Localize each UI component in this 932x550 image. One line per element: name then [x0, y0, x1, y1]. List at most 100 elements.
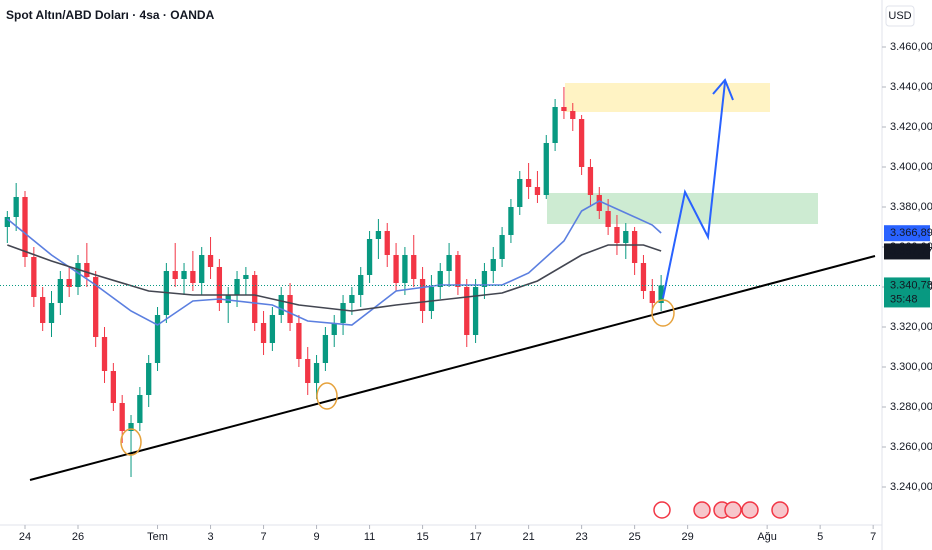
candle-body — [375, 231, 382, 239]
candle-body — [278, 295, 284, 315]
candle-body — [428, 287, 435, 311]
candle-body — [534, 187, 541, 195]
candle-body — [393, 255, 399, 283]
x-tick-label: 25 — [628, 531, 640, 543]
event-icon[interactable] — [771, 501, 789, 519]
y-tick-label: 3.380,000 — [890, 201, 932, 213]
candle-body — [340, 303, 346, 323]
price-tag-label: 3.357,778 — [890, 245, 932, 257]
x-tick-label: 7 — [260, 531, 266, 543]
countdown: 35:48 — [890, 293, 918, 305]
candle-body — [48, 303, 55, 323]
x-tick-label: 26 — [72, 531, 84, 543]
currency-button[interactable] — [885, 5, 915, 27]
trend-line — [29, 255, 876, 481]
y-tick-label: 3.420,000 — [890, 121, 932, 133]
candle-body — [190, 271, 196, 283]
x-tick-label: 5 — [817, 531, 823, 543]
price-tag — [884, 277, 930, 308]
candle-body — [243, 275, 249, 279]
candle-body — [552, 107, 558, 143]
plot-layer — [0, 87, 882, 477]
candle-body — [4, 217, 10, 227]
x-tick-label: Ağu — [757, 531, 777, 543]
candle-body — [384, 231, 390, 255]
x-tick-label: 3 — [207, 531, 213, 543]
x-tick-label: 7 — [870, 531, 876, 543]
candle-body — [631, 231, 638, 263]
candle-body — [13, 197, 19, 217]
x-tick-label: 15 — [416, 531, 428, 543]
swing-low-circle — [120, 428, 142, 456]
candle-body — [40, 297, 46, 323]
candle-body — [543, 143, 549, 195]
y-tick-label: 3.440,000 — [890, 81, 932, 93]
y-tick-label: 3.280,000 — [890, 401, 932, 413]
candle-body — [287, 295, 293, 323]
candle-body — [455, 255, 461, 287]
candle-body — [84, 263, 90, 277]
event-icon[interactable] — [724, 501, 742, 519]
candle-body — [110, 371, 117, 403]
candle-body — [508, 207, 514, 235]
x-tick-label: 23 — [575, 531, 587, 543]
price-tag-label: 3.340,780 — [890, 279, 932, 291]
price-tag — [884, 243, 930, 260]
candle-body — [366, 239, 373, 275]
y-tick-label: 3.260,000 — [890, 441, 932, 453]
candle-body — [623, 231, 629, 243]
candle-body — [499, 235, 505, 259]
candle-body — [472, 287, 479, 335]
candle-body — [578, 119, 585, 167]
candle-body — [525, 179, 532, 187]
event-icon[interactable] — [653, 501, 671, 519]
candle-body — [331, 323, 337, 335]
moving-average — [7, 244, 662, 312]
candle-body — [269, 315, 276, 343]
candle-body — [128, 423, 134, 431]
annotation-layer — [29, 78, 876, 519]
candle-body — [66, 279, 72, 287]
price-tag — [884, 225, 930, 242]
x-tick-label: 24 — [19, 531, 31, 543]
y-tick-label: 3.460,000 — [890, 41, 932, 53]
candle-body — [305, 359, 311, 383]
candle-body — [296, 323, 302, 359]
candle-body — [605, 211, 611, 227]
axis-layer: 3.460,000 3.440,000 3.420,000 3.400,000 3.38… — [19, 41, 932, 543]
candle-body — [313, 363, 320, 383]
currency-label: USD — [888, 10, 911, 22]
candle-body — [640, 263, 647, 291]
candle-body — [658, 285, 664, 303]
candle-body — [570, 111, 576, 119]
event-icon[interactable] — [693, 501, 711, 519]
projection-path — [662, 81, 726, 299]
candle-body — [481, 271, 488, 287]
candle-body — [419, 279, 426, 311]
candle-body — [349, 295, 355, 303]
candle-body — [146, 363, 152, 395]
candle-body — [93, 277, 99, 337]
swing-low-circle — [651, 299, 675, 327]
swing-low-circle — [316, 382, 338, 410]
candle-body — [181, 271, 187, 279]
candle-body — [199, 255, 205, 283]
candle-body — [137, 395, 143, 423]
candle-body — [154, 315, 161, 363]
candle-body — [402, 255, 408, 283]
candle-body — [75, 263, 81, 287]
candle-body — [225, 295, 231, 303]
x-tick-label: Tem — [147, 531, 168, 543]
candle-body — [252, 275, 258, 323]
candle-body — [119, 403, 125, 431]
candle-body — [649, 291, 655, 303]
candle-body — [22, 197, 28, 257]
y-tick-label: 3.240,000 — [890, 481, 932, 493]
candle-body — [234, 279, 240, 295]
candle-body — [596, 195, 602, 211]
x-tick-label: 21 — [522, 531, 534, 543]
y-tick-label: 3.400,000 — [890, 161, 932, 173]
event-icon[interactable] — [741, 501, 759, 519]
